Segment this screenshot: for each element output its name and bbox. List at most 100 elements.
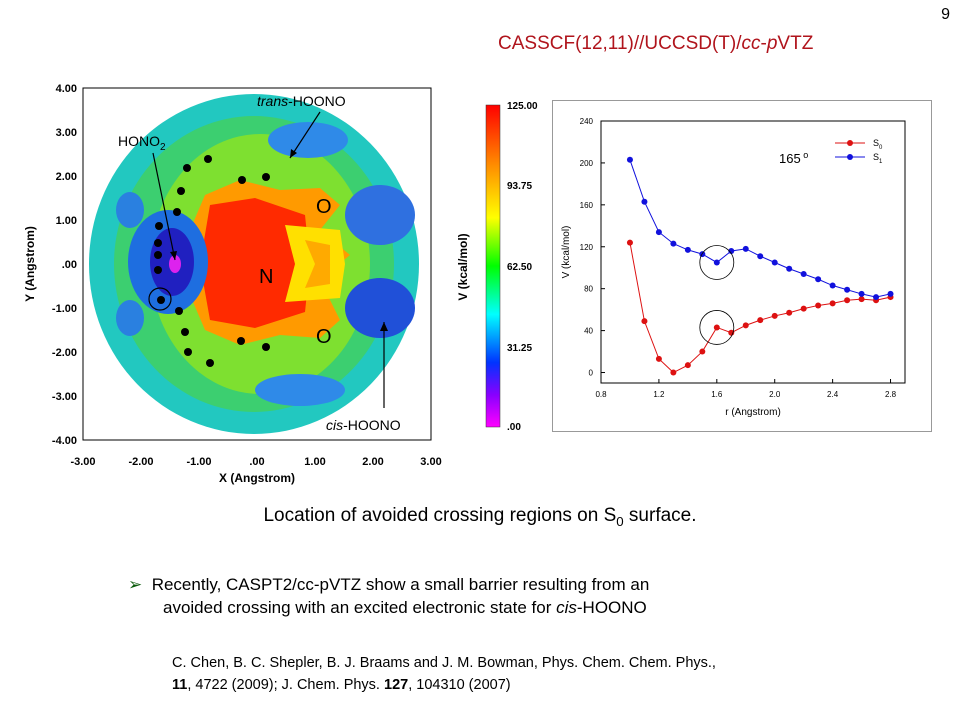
colorbar-label: V (kcal/mol) <box>456 233 470 300</box>
x-tick-label: 2.4 <box>827 390 839 399</box>
arrow-bullet-icon: ➢ <box>128 575 143 594</box>
line-chart: 0.8 1.2 1.6 2.0 2.4 2.8 0 40 80 120 160 200 240 r (An… <box>561 117 906 418</box>
svg-text:-3.00: -3.00 <box>70 456 95 468</box>
svg-text:-4.00: -4.00 <box>52 435 77 447</box>
contour-plot: O O N trans-HOONO HONO2 cis-HOONO 4.00 3… <box>23 83 442 485</box>
contour-y-ticks: 4.00 3.00 2.00 1.00 .00 -1.00 -2.00 -3.0… <box>52 83 77 447</box>
reference-vol2: 127 <box>384 677 409 693</box>
svg-text:.00: .00 <box>249 456 264 468</box>
left-bottom-well <box>116 300 144 336</box>
svg-text:4.00: 4.00 <box>56 83 77 95</box>
y-tick-label: 80 <box>584 285 593 294</box>
data-point <box>655 355 662 362</box>
bullet-line-2: avoided crossing with an excited electro… <box>128 596 649 619</box>
reference: C. Chen, B. C. Shepler, B. J. Braams and… <box>172 652 716 696</box>
s0-crossing-circle <box>699 310 735 345</box>
atom-o-top: O <box>316 196 332 218</box>
arrow-hono2 <box>152 152 176 261</box>
data-point <box>655 229 662 236</box>
contour-y-label: Y (Angstrom) <box>23 226 37 302</box>
method-part1: CASSCF(12,11)//UCCSD(T)/ <box>498 33 742 54</box>
label-hono2: HONO2 <box>118 133 166 153</box>
data-point <box>873 294 880 301</box>
bullet-line2-italic: cis <box>556 598 577 617</box>
atom-n: N <box>259 266 273 288</box>
svg-text:3.00: 3.00 <box>56 127 77 139</box>
method-title: CASSCF(12,11)//UCCSD(T)/cc-pVTZ <box>498 33 813 55</box>
left-top-well <box>116 192 144 228</box>
svg-text:93.75: 93.75 <box>507 181 532 192</box>
hono2-min <box>169 255 181 273</box>
x-tick-label: 0.8 <box>595 390 607 399</box>
data-point <box>742 245 749 252</box>
bullet-line2-end: -HOONO <box>576 598 647 617</box>
data-point <box>684 246 691 253</box>
svg-text:31.25: 31.25 <box>507 343 532 354</box>
caption: Location of avoided crossing regions on … <box>0 505 960 529</box>
svg-text:62.50: 62.50 <box>507 262 532 273</box>
label-trans-hoono: trans-HOONO <box>257 93 346 109</box>
data-point <box>771 259 778 266</box>
y-tick-label: 160 <box>580 201 594 210</box>
data-point <box>641 318 648 325</box>
red-core <box>200 198 310 328</box>
data-point <box>800 271 807 278</box>
y-tick-label: 120 <box>580 243 594 252</box>
svg-text:2.00: 2.00 <box>56 171 77 183</box>
svg-text:125.00: 125.00 <box>507 101 538 112</box>
reference-line-1: C. Chen, B. C. Shepler, B. J. Braams and… <box>172 655 716 671</box>
atom-o-bottom: O <box>316 326 332 348</box>
svg-text:-2.00: -2.00 <box>128 456 153 468</box>
data-point <box>670 240 677 247</box>
legend-label-1: S1 <box>873 152 883 165</box>
top-right-well <box>345 185 415 245</box>
svg-text:-1.00: -1.00 <box>186 456 211 468</box>
bullet-line1-text: Recently, CASPT2/cc-pVTZ show a small ba… <box>151 575 650 594</box>
reference-vol1: 11 <box>172 677 188 693</box>
series-line-0 <box>629 242 891 374</box>
reference-end: , 104310 (2007) <box>408 677 511 693</box>
method-italic2: p <box>766 33 778 54</box>
data-point <box>829 282 836 289</box>
data-point <box>728 247 735 254</box>
method-italic1: cc <box>741 33 761 54</box>
data-point <box>786 309 793 316</box>
data-point <box>670 369 677 376</box>
legend-marker-0 <box>847 140 853 146</box>
svg-text:3.00: 3.00 <box>420 456 441 468</box>
y-tick-label: 240 <box>580 117 594 126</box>
y-axis-label: V (kcal/mol) <box>561 226 572 279</box>
data-point <box>626 239 633 246</box>
x-axis-label: r (Angstrom) <box>725 407 781 418</box>
svg-text:2.00: 2.00 <box>362 456 383 468</box>
data-point <box>844 286 851 293</box>
caption-sub: 0 <box>616 513 624 529</box>
data-point <box>699 348 706 355</box>
data-point <box>858 290 865 297</box>
data-point <box>757 317 764 324</box>
data-point <box>684 362 691 369</box>
data-point <box>713 324 720 331</box>
colorbar-ticks: 125.00 93.75 62.50 31.25 .00 <box>507 101 538 433</box>
caption-end: surface. <box>623 505 697 526</box>
data-point <box>800 305 807 312</box>
x-tick-label: 2.8 <box>885 390 897 399</box>
trans-well <box>268 122 348 158</box>
data-point <box>844 297 851 304</box>
y-tick-label: 0 <box>589 369 594 378</box>
legend-marker-1 <box>847 154 853 160</box>
data-point <box>626 156 633 163</box>
arrowhead-hono2 <box>170 251 177 260</box>
data-point <box>641 198 648 205</box>
data-point <box>786 265 793 272</box>
data-point <box>858 296 865 303</box>
arrowhead-cis <box>380 322 388 331</box>
data-point <box>757 253 764 260</box>
label-cis-hoono: cis-HOONO <box>326 417 401 433</box>
bullet-point: ➢ Recently, CASPT2/cc-pVTZ show a small … <box>128 573 649 619</box>
svg-text:1.00: 1.00 <box>56 215 77 227</box>
orange-notch <box>305 240 330 288</box>
method-part3: VTZ <box>777 33 814 54</box>
caption-main: Location of avoided crossing regions on … <box>263 505 617 526</box>
data-point <box>742 322 749 329</box>
